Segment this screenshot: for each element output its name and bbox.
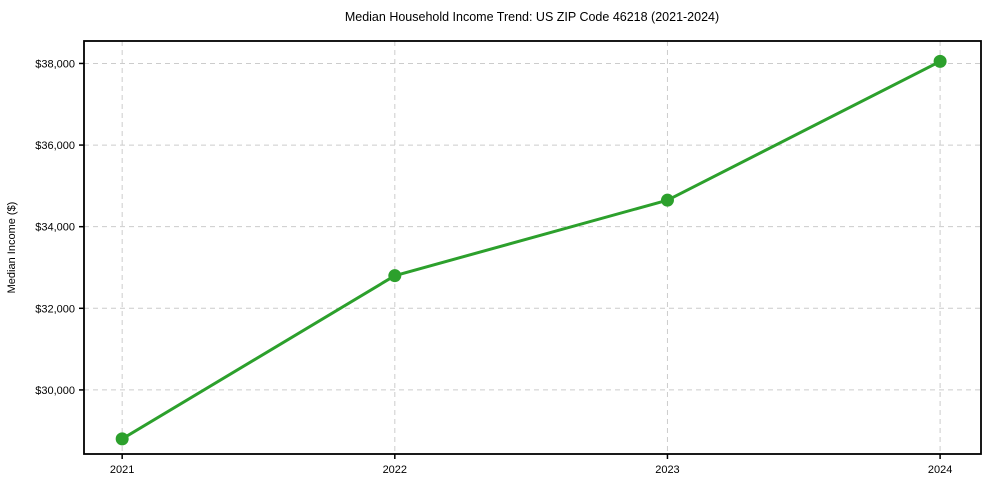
x-tick-label: 2022	[383, 464, 407, 476]
y-tick-label: $34,000	[35, 222, 75, 234]
y-tick-label: $38,000	[35, 58, 75, 70]
trend-line	[120, 59, 942, 441]
y-axis-label: Median Income ($)	[6, 202, 18, 294]
x-tick-label: 2023	[655, 464, 679, 476]
y-tick-label: $32,000	[35, 303, 75, 315]
plot-border	[83, 40, 982, 455]
data-point	[660, 193, 674, 207]
y-tick-label: $30,000	[35, 385, 75, 397]
grid-layer	[84, 41, 981, 454]
data-point	[933, 54, 947, 68]
chart-title: Median Household Income Trend: US ZIP Co…	[345, 10, 719, 24]
data-point	[115, 432, 129, 446]
axis-layer: 2021 2022 2023 2024 $30,000 $32,000 $34,000 $36…	[35, 40, 982, 476]
y-tick-label: $36,000	[35, 140, 75, 152]
x-tick-label: 2021	[110, 464, 134, 476]
series-layer	[115, 54, 947, 446]
x-tick-label: 2024	[928, 464, 952, 476]
data-point	[388, 269, 402, 283]
